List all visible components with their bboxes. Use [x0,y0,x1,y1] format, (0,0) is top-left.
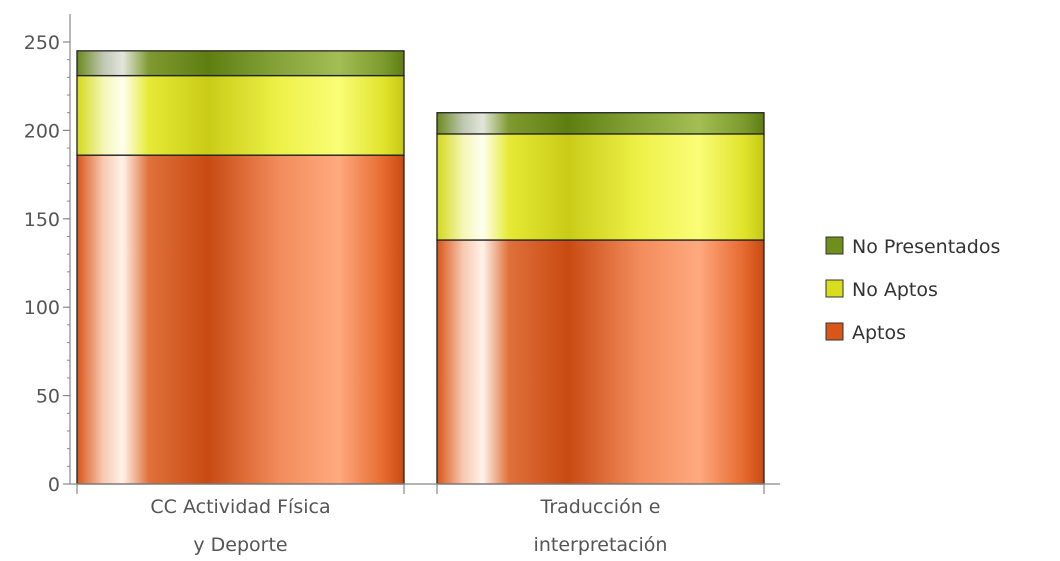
y-tick-label: 50 [36,386,60,408]
axes-layer: 0 50 100 150 200 250 CC Actividad Física y Depo… [24,14,780,556]
legend-label-no-aptos: No Aptos [852,279,938,301]
legend-swatch-no-aptos [825,279,844,298]
x-category-label: Traducción e [540,496,661,518]
bar-aptos-1 [436,239,765,485]
y-tick-label: 150 [24,209,60,231]
bar-no-aptos-0 [76,74,405,156]
y-tick-label: 250 [24,32,60,54]
bar-no-presentados-1 [436,112,765,135]
y-tick-label: 100 [24,297,60,319]
legend: No Presentados No Aptos Aptos [825,236,1000,344]
legend-label-aptos: Aptos [852,322,906,344]
bar-aptos-0 [76,154,405,485]
x-category-label: CC Actividad Física [150,496,330,518]
legend-swatch-no-presentados [825,236,844,255]
legend-swatch-aptos [825,322,844,341]
bar-no-presentados-0 [76,50,405,77]
legend-label-no-presentados: No Presentados [852,236,1000,258]
y-tick-label: 200 [24,120,60,142]
x-category-label: interpretación [534,534,668,556]
bar-no-aptos-1 [436,133,765,241]
bars-layer [76,50,765,485]
y-tick-label: 0 [48,474,60,496]
x-category-label: y Deporte [193,534,287,556]
